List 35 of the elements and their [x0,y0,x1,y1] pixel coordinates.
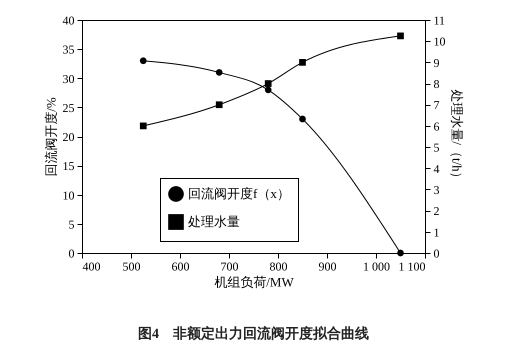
x-tick-label: 1 100 [398,260,426,274]
y2-tick-label: 4 [434,162,440,176]
y2-tick-label: 3 [434,182,440,197]
x-tick-label: 1 000 [363,260,390,274]
y2-tick-label: 11 [434,14,446,28]
y-tick-label: 35 [62,42,74,57]
legend-label: 回流阀开度f（x） [188,186,290,201]
y2-tick-label: 5 [434,140,440,155]
y2-tick-label: 2 [434,204,440,218]
y2-tick-label: 10 [434,34,446,49]
x-tick-label: 800 [270,260,288,274]
y-tick-label: 0 [68,246,74,260]
x-tick-label: 900 [318,260,336,274]
y2-axis-title: 处理水量/（t/h） [450,89,464,185]
x-tick-label: 700 [220,260,238,274]
y-tick-label: 25 [62,100,74,115]
x-tick-label: 600 [172,260,190,274]
y-tick-label: 15 [62,159,74,174]
x-tick-label: 400 [82,260,100,274]
y-tick-label: 40 [62,14,74,28]
y-axis-title: 回流阀开度/% [44,97,58,177]
x-tick-label: 500 [122,260,140,274]
y2-tick-label: 0 [434,246,440,260]
y-tick-label: 10 [62,188,74,202]
y-tick-label: 20 [62,130,74,144]
y-tick-label: 30 [62,72,74,86]
text: 图4 非额定出力回流阀开度拟合曲线 [138,325,369,342]
y2-tick-label: 1 [434,225,440,240]
legend-label: 处理水量 [188,214,240,229]
y2-tick-label: 6 [434,119,440,134]
y-tick-label: 5 [68,217,74,232]
x-axis-title: 机组负荷/MW [214,274,294,290]
y2-tick-label: 7 [434,98,440,112]
y2-tick-label: 8 [434,77,440,92]
y2-tick-label: 9 [434,56,440,70]
